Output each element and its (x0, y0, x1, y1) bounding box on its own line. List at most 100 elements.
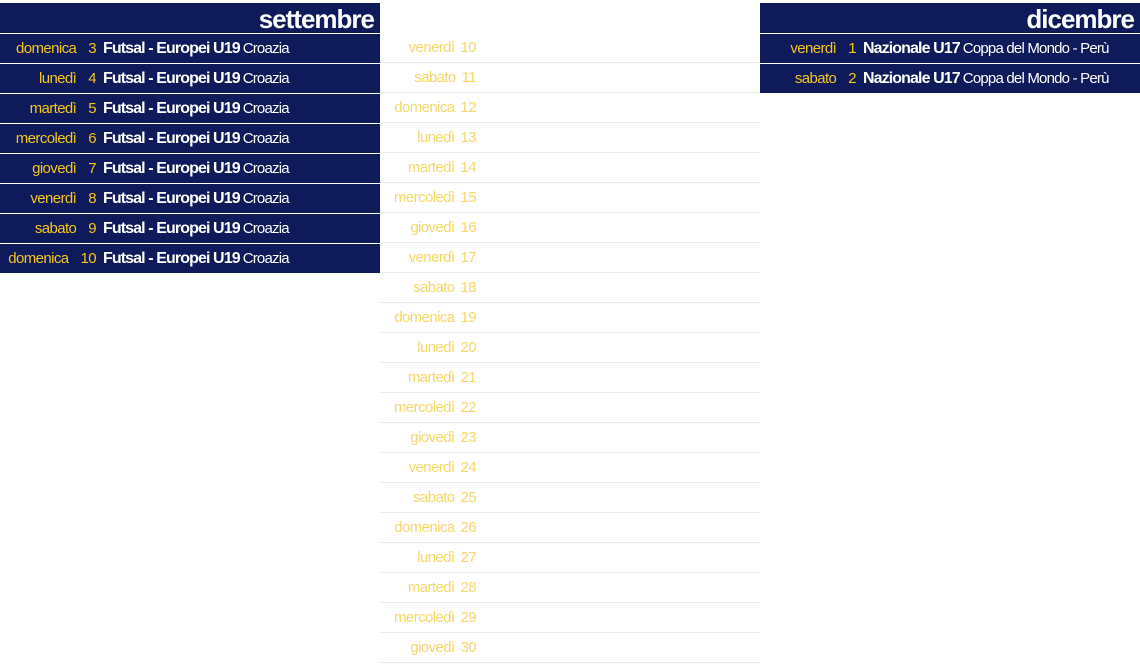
calendar-row[interactable]: domenica 12 (380, 93, 760, 123)
event-location: Croazia (242, 250, 290, 267)
day-number: 5 (88, 100, 96, 117)
event-entry[interactable]: Nazionale U17 Coppa del Mondo - Perù (863, 64, 1109, 94)
event-name: Futsal - Europei U19 (103, 40, 241, 57)
calendar-row[interactable]: martedì 14 (380, 153, 760, 183)
day-number: 9 (88, 220, 96, 237)
weekday-label: mercoledì (394, 399, 455, 416)
day-label: mercoledì 6 (0, 124, 97, 154)
day-label: sabato 18 (380, 273, 477, 303)
event-location: Croazia (242, 100, 290, 117)
calendar-row[interactable]: domenica 3 Futsal - Europei U19 Croazia (0, 34, 380, 64)
day-label: domenica 19 (380, 303, 476, 333)
event-entry[interactable]: Futsal - Europei U19 Croazia (103, 214, 290, 244)
calendar-row[interactable]: giovedì 30 (380, 633, 760, 663)
day-label: venerdì 24 (380, 453, 477, 483)
calendar-row[interactable]: venerdì 1 Nazionale U17 Coppa del Mondo - P… (760, 34, 1140, 64)
weekday-label: mercoledì (394, 609, 455, 626)
weekday-label: martedì (407, 159, 455, 176)
event-entry[interactable]: Nazionale U17 Coppa del Mondo - Perù (863, 34, 1109, 64)
calendar-row[interactable]: domenica 19 (380, 303, 760, 333)
weekday-label: venerdì (408, 459, 455, 476)
day-number: 23 (460, 429, 477, 446)
day-label: sabato 11 (380, 63, 476, 93)
calendar-row[interactable]: mercoledì 15 (380, 183, 760, 213)
weekday-label: domenica (394, 99, 455, 116)
event-entry[interactable]: Futsal - Europei U19 Croazia (103, 244, 290, 274)
calendar-row[interactable]: venerdì 8 Futsal - Europei U19 Croazia (0, 184, 380, 214)
weekday-label: domenica (16, 40, 77, 57)
event-entry[interactable]: Futsal - Europei U19 Croazia (103, 124, 290, 154)
day-number: 16 (460, 219, 477, 236)
day-label: domenica 12 (380, 93, 476, 123)
day-number: 1 (848, 40, 856, 57)
day-label: sabato 9 (0, 214, 97, 244)
calendar-row[interactable]: sabato 9 Futsal - Europei U19 Croazia (0, 214, 380, 244)
day-label: domenica 3 (0, 34, 97, 64)
calendar-row[interactable]: giovedì 7 Futsal - Europei U19 Croazia (0, 154, 380, 184)
calendar-row[interactable]: venerdì 10 (380, 33, 760, 63)
day-number: 12 (460, 99, 477, 116)
calendar-row[interactable]: domenica 26 (380, 513, 760, 543)
weekday-label: venerdì (408, 249, 455, 266)
calendar-row[interactable]: lunedì 4 Futsal - Europei U19 Croazia (0, 64, 380, 94)
calendar-row[interactable]: martedì 5 Futsal - Europei U19 Croazia (0, 94, 380, 124)
day-label: giovedì 23 (380, 423, 476, 453)
december-calendar: dicembre venerdì 1 Nazionale U17 Coppa del … (760, 0, 1140, 94)
calendar-row[interactable]: sabato 25 (380, 483, 760, 513)
calendar-row[interactable]: martedì 21 (380, 363, 760, 393)
calendar-row[interactable]: domenica 10 Futsal - Europei U19 Croazia (0, 244, 380, 274)
weekday-label: giovedì (410, 639, 455, 656)
day-number: 14 (460, 159, 477, 176)
day-label: giovedì 7 (0, 154, 97, 184)
weekday-label: giovedì (410, 219, 455, 236)
event-name: Futsal - Europei U19 (103, 160, 241, 177)
day-label: giovedì 30 (380, 633, 476, 663)
day-number: 27 (460, 549, 477, 566)
calendar-row[interactable]: lunedì 20 (380, 333, 760, 363)
day-label: sabato 25 (380, 483, 477, 513)
event-location: Coppa del Mondo - Perù (962, 40, 1110, 57)
weekday-label: venerdì (408, 39, 455, 56)
calendar-row[interactable]: mercoledì 29 (380, 603, 760, 633)
weekday-label: lunedì (38, 70, 77, 87)
calendar-row[interactable]: mercoledì 6 Futsal - Europei U19 Croazia (0, 124, 380, 154)
day-label: mercoledì 29 (380, 603, 477, 633)
calendar-row[interactable]: martedì 28 (380, 573, 760, 603)
weekday-label: lunedì (417, 129, 455, 146)
calendar-row[interactable]: mercoledì 22 (380, 393, 760, 423)
weekday-label: venerdì (30, 190, 77, 207)
day-number: 10 (80, 250, 97, 267)
event-entry[interactable]: Futsal - Europei U19 Croazia (103, 64, 290, 94)
day-number: 22 (460, 399, 477, 416)
calendar-row[interactable]: lunedì 13 (380, 123, 760, 153)
weekday-label: martedì (407, 579, 455, 596)
calendar-row[interactable]: sabato 18 (380, 273, 760, 303)
day-number: 13 (460, 129, 477, 146)
calendar-row[interactable]: giovedì 16 (380, 213, 760, 243)
middle-calendar: venerdì 10 sabato 11 domenica 12 lunedì 13 marte… (380, 33, 760, 663)
weekday-label: martedì (407, 369, 455, 386)
day-number: 4 (88, 70, 96, 87)
event-name: Futsal - Europei U19 (103, 250, 241, 267)
calendar-row[interactable]: venerdì 17 (380, 243, 760, 273)
event-name: Nazionale U17 (863, 40, 961, 57)
calendar-row[interactable]: sabato 2 Nazionale U17 Coppa del Mondo - Pe… (760, 64, 1140, 94)
event-entry[interactable]: Futsal - Europei U19 Croazia (103, 34, 290, 64)
day-number: 2 (848, 70, 856, 87)
weekday-label: venerdì (790, 40, 837, 57)
day-label: lunedì 27 (380, 543, 476, 573)
event-name: Futsal - Europei U19 (103, 190, 241, 207)
day-label: domenica 10 (0, 244, 96, 274)
event-entry[interactable]: Futsal - Europei U19 Croazia (103, 94, 290, 124)
calendar-row[interactable]: venerdì 24 (380, 453, 760, 483)
calendar-row[interactable]: lunedì 27 (380, 543, 760, 573)
december-rows: venerdì 1 Nazionale U17 Coppa del Mondo - P… (760, 34, 1140, 94)
event-entry[interactable]: Futsal - Europei U19 Croazia (103, 184, 290, 214)
event-location: Croazia (242, 220, 290, 237)
day-number: 15 (460, 189, 477, 206)
day-label: sabato 2 (760, 64, 857, 94)
calendar-row[interactable]: giovedì 23 (380, 423, 760, 453)
calendar-row[interactable]: sabato 11 (380, 63, 760, 93)
event-entry[interactable]: Futsal - Europei U19 Croazia (103, 154, 290, 184)
weekday-label: giovedì (32, 160, 77, 177)
